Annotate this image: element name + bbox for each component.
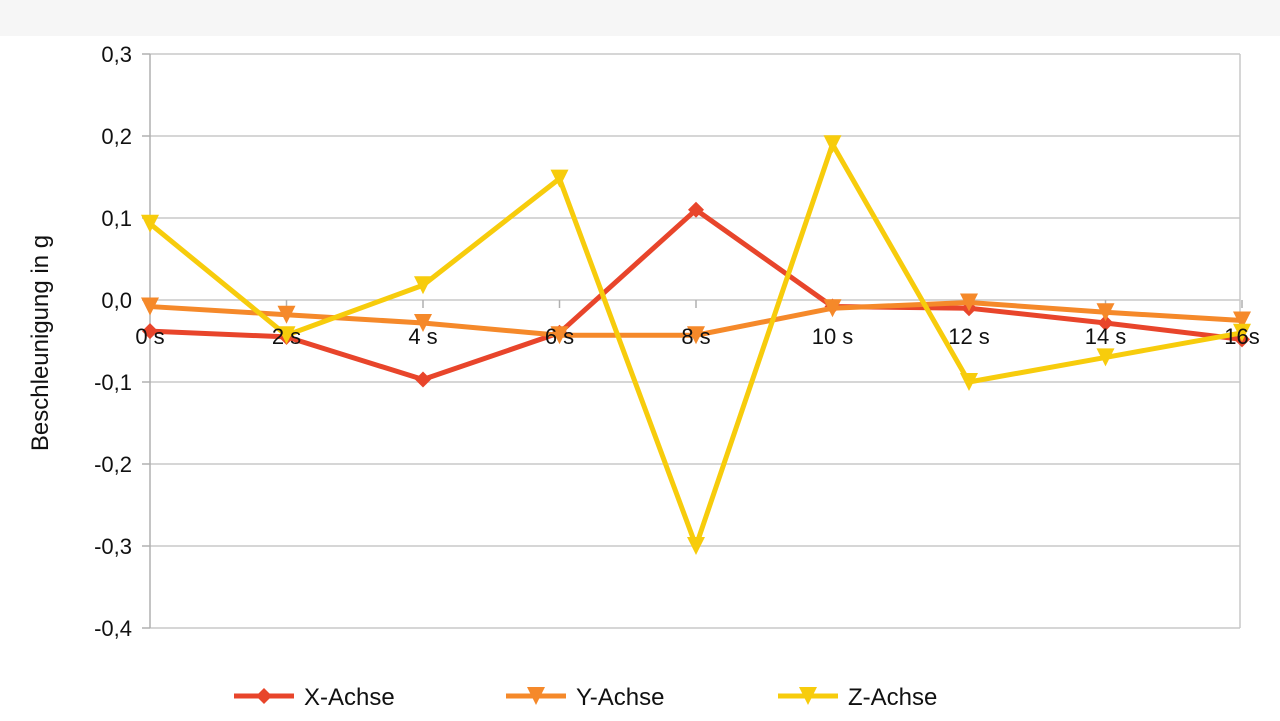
- data-point-y-achse: [414, 313, 432, 332]
- data-point-y-achse: [141, 297, 159, 316]
- data-point-y-achse: [823, 299, 842, 318]
- legend-marker: [799, 687, 817, 705]
- legend-label: X-Achse: [304, 684, 395, 711]
- legend-label: Y-Achse: [576, 684, 665, 711]
- data-point-y-achse: [550, 326, 569, 345]
- legend: X-Achse Y-Achse Z-Achse: [234, 684, 937, 711]
- x-tick-label: 4 s: [408, 324, 437, 349]
- x-tick-label: 14 s: [1085, 324, 1127, 349]
- y-tick-label: 0,0: [101, 288, 132, 313]
- x-tick-label: 2 s: [272, 324, 301, 349]
- x-tick-label: 8 s: [681, 324, 710, 349]
- data-point-z-achse: [141, 214, 159, 233]
- x-tick-labels: 0 s 2 s 4 s 6 s 8 s 10 s 12 s 14 s 16s: [135, 324, 1259, 349]
- data-point-y-achse: [277, 305, 296, 324]
- data-point-x-achse: [415, 371, 431, 388]
- y-tick-label: 0,3: [101, 42, 132, 67]
- series-line-x-achse: [149, 207, 1243, 383]
- y-tick-labels: 0,3 0,2 0,1 0,0 -0,1 -0,2 -0,3 -0,4: [94, 42, 132, 641]
- data-point-z-achse: [1096, 348, 1115, 367]
- y-tick-label: -0,3: [94, 534, 132, 559]
- y-tick-label: 0,2: [101, 124, 132, 149]
- y-tick-label: -0,1: [94, 370, 132, 395]
- data-point-z-achse: [823, 135, 842, 154]
- data-point-x-achse: [142, 323, 158, 340]
- legend-marker: [527, 687, 545, 705]
- data-point-x-achse: [1097, 314, 1114, 331]
- legend-item-z-achse: Z-Achse: [778, 684, 937, 711]
- y-tick-label: -0,4: [94, 616, 132, 641]
- series-lines: [141, 135, 1251, 555]
- y-axis-title: Beschleunigung in g: [27, 235, 54, 451]
- data-point-z-achse: [1233, 323, 1251, 342]
- data-point-y-achse: [1096, 303, 1115, 322]
- data-point-y-achse: [687, 326, 705, 345]
- x-tick-label: 12 s: [948, 324, 990, 349]
- x-tick-label: 10 s: [812, 324, 854, 349]
- data-point-z-achse: [960, 373, 978, 391]
- data-point-x-achse: [688, 201, 704, 218]
- data-point-y-achse: [1233, 311, 1251, 330]
- x-tick-label: 0 s: [135, 324, 164, 349]
- data-point-z-achse: [687, 537, 705, 555]
- legend-marker: [256, 688, 272, 704]
- data-point-z-achse: [414, 276, 432, 295]
- data-point-y-achse: [960, 293, 978, 312]
- x-tick-label: 6 s: [545, 324, 574, 349]
- legend-item-y-achse: Y-Achse: [506, 684, 665, 711]
- top-band: [0, 0, 1280, 36]
- legend-item-x-achse: X-Achse: [234, 684, 395, 711]
- data-point-z-achse: [277, 326, 296, 345]
- legend-label: Z-Achse: [848, 684, 937, 711]
- y-tick-label: 0,1: [101, 206, 132, 231]
- y-tick-label: -0,2: [94, 452, 132, 477]
- data-point-z-achse: [550, 169, 569, 188]
- grid-lines: [150, 53, 1240, 629]
- x-tick-label: 16s: [1224, 324, 1259, 349]
